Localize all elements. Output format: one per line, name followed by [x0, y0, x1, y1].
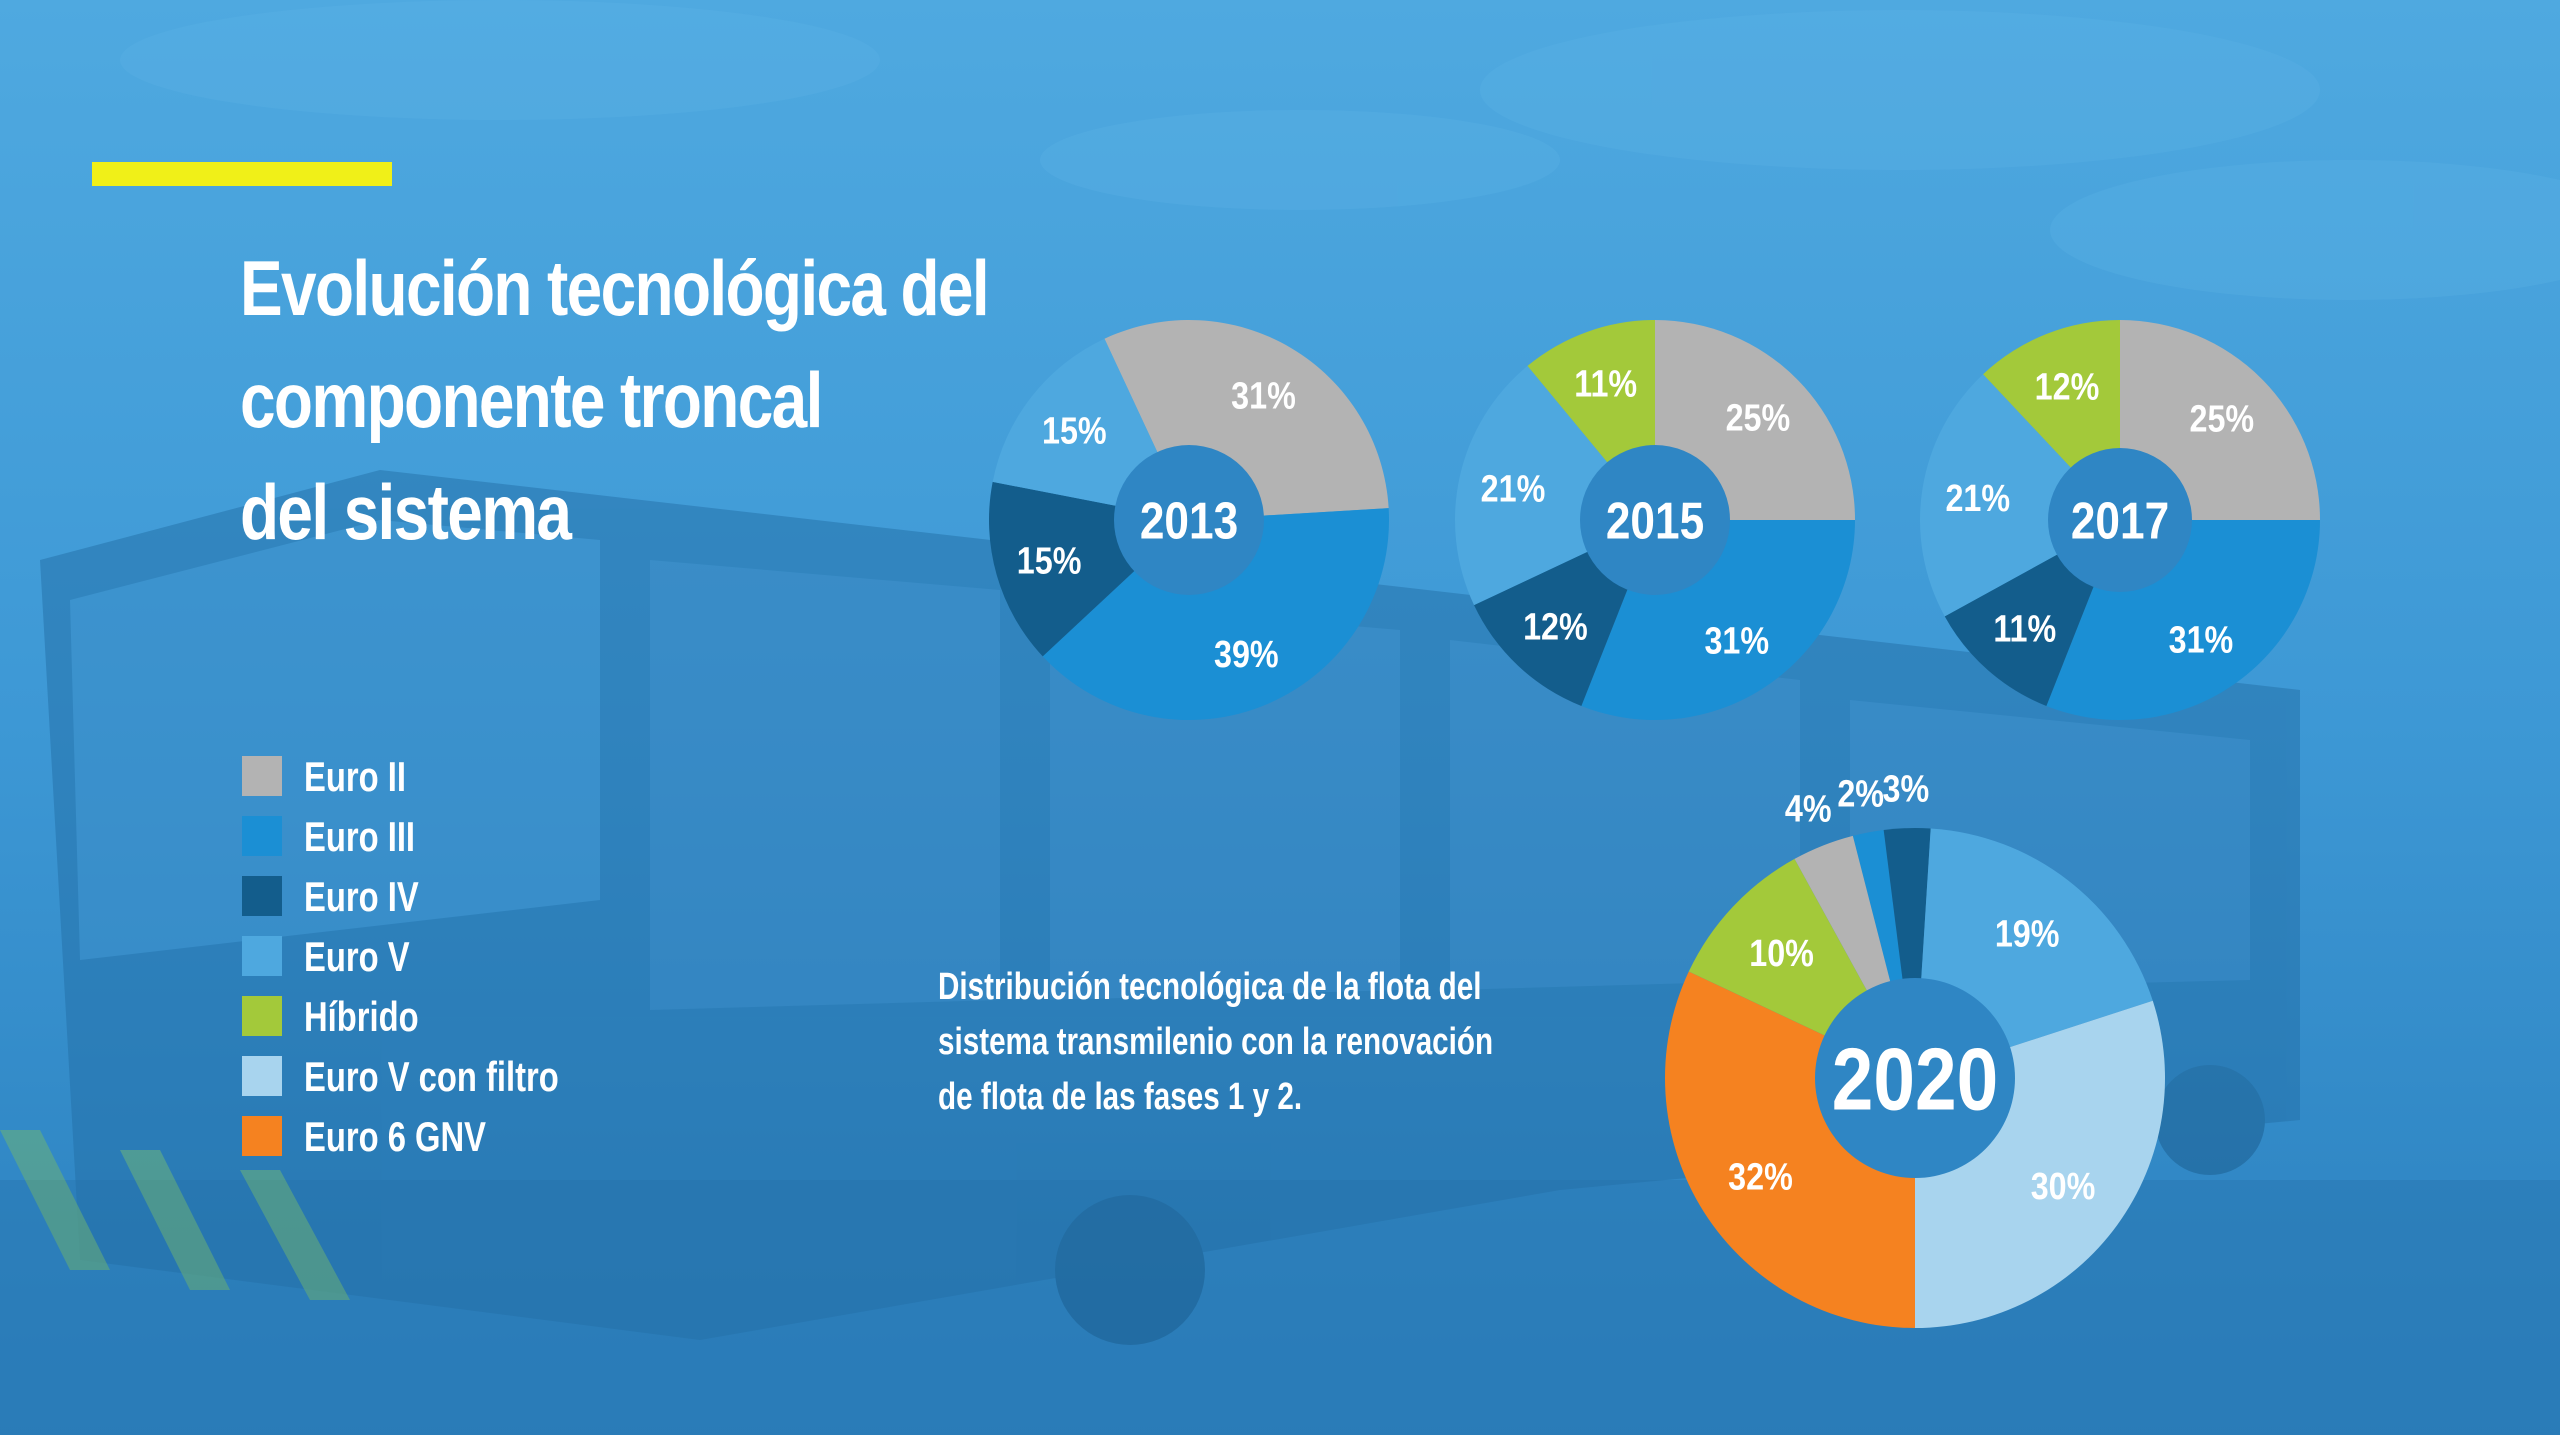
slice-label: 21% [1481, 468, 1546, 510]
slice-label: 25% [1726, 397, 1791, 439]
donut-hole [1580, 445, 1730, 595]
slice-label: 30% [2031, 1165, 2096, 1207]
slice-label: 31% [2169, 619, 2234, 661]
slice-label: 31% [1704, 620, 1769, 662]
legend-swatch [242, 996, 282, 1036]
caption-line-1: Distribución tecnológica de la flota del [938, 966, 1482, 1008]
pie-slice [1883, 828, 1931, 1078]
slice-label: 25% [2190, 398, 2255, 440]
caption-line-3: de flota de las fases 1 y 2. [938, 1076, 1303, 1118]
donut-chart-2017: 2017 25% 31% 11% 21% 12% [1919, 320, 2320, 720]
chart-center-year: 2020 [1832, 1031, 1998, 1129]
donut-chart-2015: 2015 25% 31% 12% 21% 11% [1454, 320, 1855, 720]
slice-label: 21% [1945, 477, 2010, 519]
chart-center-year: 2015 [1606, 492, 1704, 550]
legend-label: Euro V [304, 933, 410, 980]
legend-swatch [242, 936, 282, 976]
slice-label: 39% [1214, 634, 1279, 676]
slice-label: 12% [2035, 366, 2100, 408]
chart-center-year: 2017 [2071, 492, 2169, 550]
donut-hole [1815, 978, 2015, 1178]
slice-label: 4% [1785, 788, 1832, 830]
slice-label: 12% [1523, 606, 1588, 648]
title-line-3: del sistema [240, 468, 572, 556]
slice-label: 15% [1017, 540, 1082, 582]
legend-swatch [242, 876, 282, 916]
slice-label: 11% [1993, 608, 2056, 650]
legend-label: Euro II [304, 753, 406, 800]
title-line-2: componente troncal [240, 356, 823, 444]
legend-label: Híbrido [304, 993, 419, 1040]
accent-bar [92, 162, 392, 186]
slice-label: 19% [1995, 913, 2060, 955]
donut-chart-2020: 2020 2%3% 19% 30% 32% 10% 4% [1665, 768, 2165, 1328]
title-line-1: Evolución tecnológica del [240, 244, 990, 332]
donut-chart-2013: 2013 31% 39% 15% 15% [989, 319, 1389, 721]
pie-slice [1454, 365, 1655, 606]
slice-label: 32% [1728, 1156, 1793, 1198]
chart-center-year: 2013 [1140, 492, 1238, 550]
accent-bar-fill [92, 162, 392, 186]
legend-label: Euro IV [304, 873, 419, 920]
page-title: Evolución tecnológica del componente tro… [240, 232, 990, 568]
legend-label: Euro 6 GNV [304, 1113, 487, 1160]
legend-swatch [242, 1116, 282, 1156]
donut-hole [2048, 448, 2192, 592]
slice-label: 2% [1837, 773, 1884, 815]
legend-swatch [242, 816, 282, 856]
slice-label: 3% [1883, 768, 1930, 810]
slice-label: 15% [1042, 410, 1107, 452]
pie-slice [1919, 374, 2120, 617]
legend-swatch [242, 756, 282, 796]
legend-label: Euro V con filtro [304, 1053, 559, 1100]
slice-label: 10% [1749, 933, 1814, 975]
donut-hole [1114, 445, 1264, 595]
chart-caption: Distribución tecnológica de la flota del… [938, 960, 1494, 1125]
legend-label: Euro III [304, 813, 416, 860]
legend-swatch [242, 1056, 282, 1096]
pie-slice [1042, 508, 1389, 721]
caption-line-2: sistema transmilenio con la renovación [938, 1021, 1494, 1063]
slice-label: 11% [1574, 363, 1637, 405]
slice-label: 31% [1231, 375, 1296, 417]
